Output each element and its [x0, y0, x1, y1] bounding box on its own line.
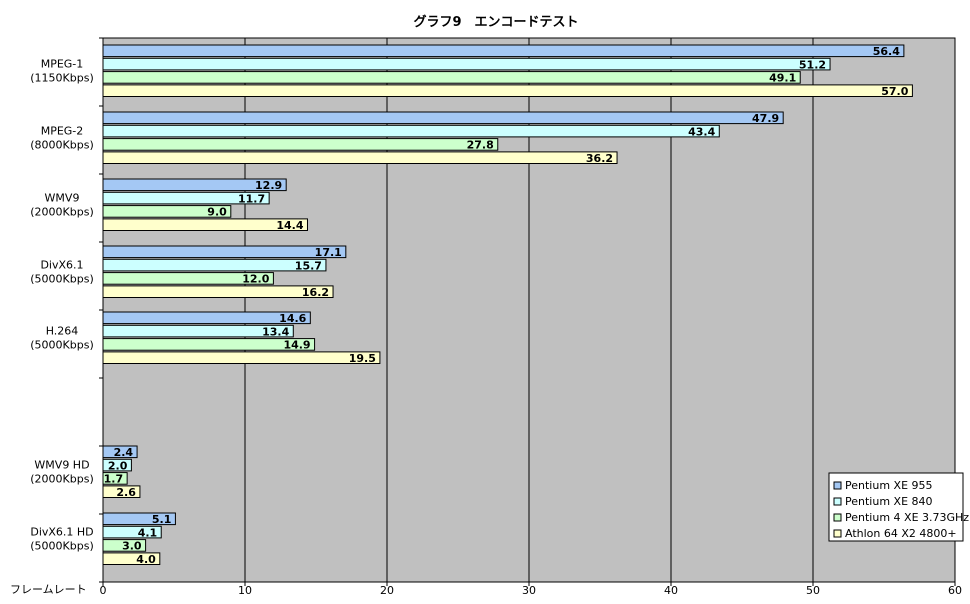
legend-swatch	[833, 497, 842, 506]
data-label: 12.0	[242, 273, 269, 286]
data-label: 36.2	[586, 152, 613, 165]
bar	[102, 57, 831, 71]
data-label: 49.1	[769, 72, 796, 85]
category-sublabel: (5000Kbps)	[30, 339, 94, 352]
bar	[102, 311, 311, 325]
data-label: 2.6	[116, 486, 136, 499]
legend-label: Pentium XE 840	[845, 495, 933, 508]
category-label: DivX6.1 HD	[30, 526, 93, 539]
data-label: 5.1	[152, 513, 172, 526]
bar	[102, 338, 316, 351]
data-label: 12.9	[255, 179, 282, 192]
x-tick-label: 10	[238, 584, 252, 597]
category-label: DivX6.1	[40, 259, 83, 272]
bar	[102, 71, 801, 84]
bar	[102, 258, 327, 272]
legend-swatch	[833, 529, 842, 538]
legend-label: Pentium 4 XE 3.73GHz	[845, 511, 969, 524]
category-sublabel: (5000Kbps)	[30, 273, 94, 286]
data-label: 4.0	[136, 553, 156, 566]
data-label: 14.6	[279, 312, 306, 325]
legend-swatch	[833, 481, 842, 490]
data-label: 2.0	[108, 459, 128, 472]
legend-label: Pentium XE 955	[845, 479, 933, 492]
legend-box	[828, 472, 964, 542]
x-tick-label: 60	[948, 584, 962, 597]
data-label: 51.2	[799, 58, 826, 71]
bar	[102, 151, 618, 164]
data-label: 9.0	[207, 206, 227, 219]
bar	[102, 324, 294, 338]
data-label: 15.7	[295, 259, 322, 272]
data-label: 43.4	[688, 125, 715, 138]
bar	[102, 272, 274, 285]
data-label: 14.4	[276, 219, 303, 232]
data-label: 11.7	[238, 192, 265, 205]
bar	[102, 178, 287, 192]
data-label: 27.8	[467, 139, 494, 152]
legend-label: Athlon 64 X2 4800+	[845, 527, 957, 540]
category-label: MPEG-2	[41, 125, 84, 138]
category-sublabel: (1150Kbps)	[30, 72, 94, 85]
bar	[102, 552, 161, 566]
category-sublabel: (5000Kbps)	[30, 540, 94, 553]
data-label: 17.1	[315, 246, 342, 259]
category-sublabel: (2000Kbps)	[30, 473, 94, 486]
data-label: 16.2	[302, 286, 329, 299]
category-sublabel: (2000Kbps)	[30, 206, 94, 219]
bar	[102, 351, 381, 364]
bar	[102, 124, 720, 138]
data-label: 3.0	[122, 540, 142, 553]
x-axis-label: フレームレート	[10, 583, 87, 596]
data-label: 4.1	[138, 526, 158, 539]
bar	[102, 285, 334, 298]
bar	[102, 512, 176, 526]
bar	[102, 245, 347, 259]
bar	[102, 445, 138, 459]
x-tick-label: 20	[380, 584, 394, 597]
x-tick-label: 0	[100, 584, 107, 597]
bar	[102, 138, 499, 151]
x-tick-label: 30	[522, 584, 536, 597]
category-sublabel: (8000Kbps)	[30, 139, 94, 152]
data-label: 2.4	[114, 446, 134, 459]
x-tick-label: 40	[664, 584, 678, 597]
data-label: 57.0	[881, 85, 908, 98]
bar	[102, 525, 162, 539]
data-label: 13.4	[262, 325, 289, 338]
bar	[102, 485, 141, 498]
bar	[102, 191, 270, 205]
x-tick-label: 50	[806, 584, 820, 597]
bar	[102, 539, 147, 552]
bar	[102, 84, 913, 98]
data-label: 56.4	[873, 45, 900, 58]
data-label: 1.7	[104, 473, 124, 486]
data-label: 14.9	[283, 339, 310, 352]
data-label: 19.5	[349, 352, 376, 365]
bar	[102, 472, 128, 485]
legend: Pentium XE 955 Pentium XE 840 Pentium 4 XE…	[828, 472, 969, 542]
data-label: 47.9	[752, 112, 779, 125]
bar	[102, 218, 308, 231]
chart-title: グラフ9 エンコードテスト	[413, 14, 578, 30]
category-label: WMV9	[45, 192, 80, 205]
bar	[102, 205, 232, 218]
bar	[102, 111, 784, 125]
bar	[102, 44, 905, 58]
legend-swatch	[833, 513, 842, 522]
category-label: WMV9 HD	[34, 459, 89, 472]
category-label: H.264	[46, 325, 79, 338]
category-label: MPEG-1	[41, 58, 84, 71]
bar	[102, 458, 132, 472]
